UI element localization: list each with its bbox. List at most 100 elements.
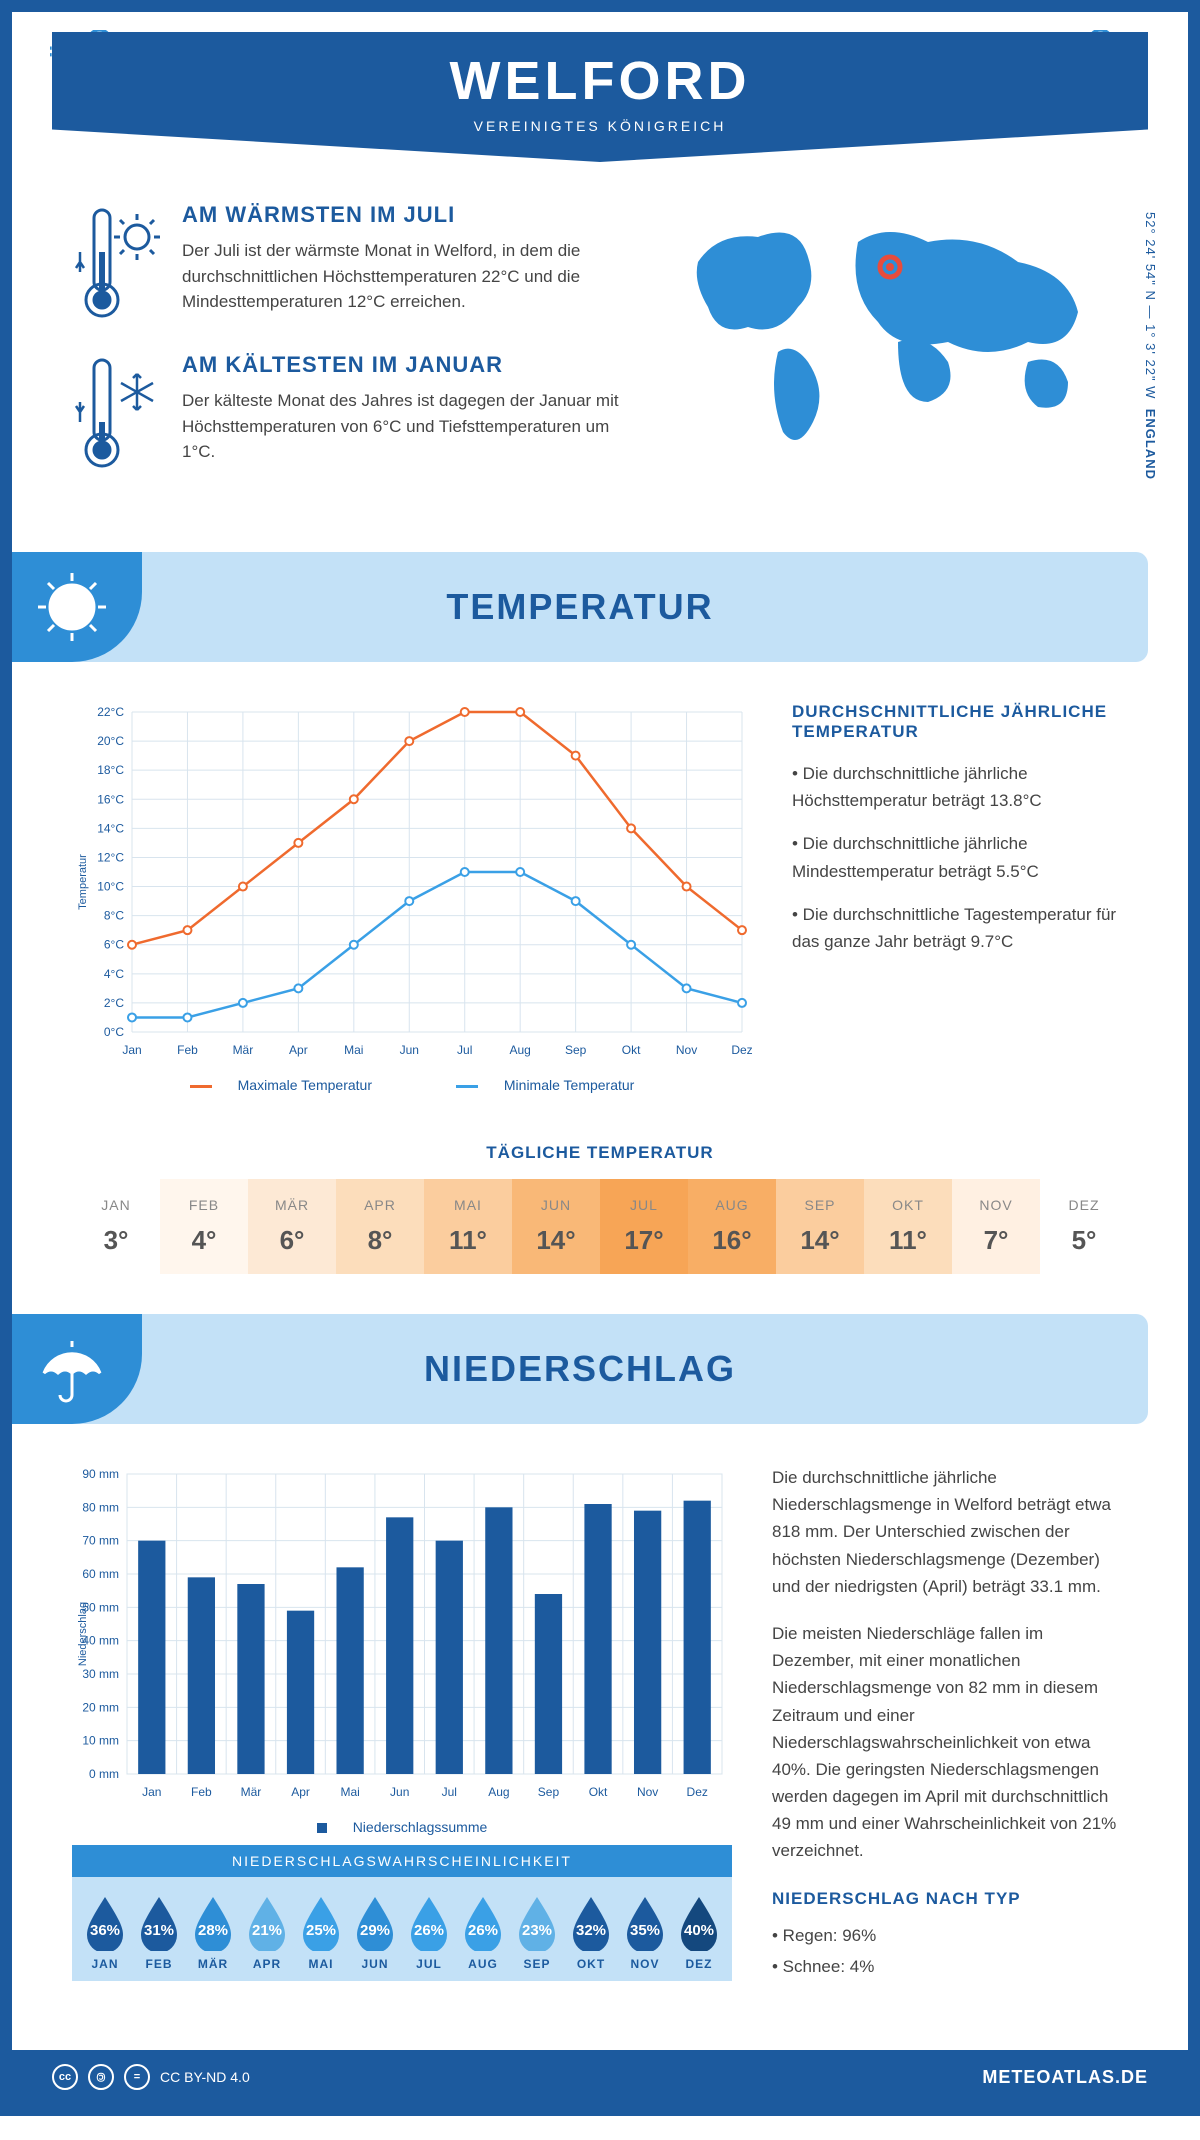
svg-text:Mai: Mai: [340, 1785, 359, 1799]
svg-text:Jul: Jul: [442, 1785, 457, 1799]
svg-text:18°C: 18°C: [97, 763, 124, 777]
daily-cell: FEB4°: [160, 1179, 248, 1274]
svg-text:31%: 31%: [144, 1922, 174, 1939]
svg-text:Okt: Okt: [589, 1785, 608, 1799]
svg-text:Nov: Nov: [676, 1043, 697, 1057]
precipitation-info: Die durchschnittliche jährliche Niedersc…: [772, 1464, 1128, 2000]
section-title-temperature: TEMPERATUR: [446, 586, 713, 628]
svg-text:Okt: Okt: [622, 1043, 641, 1057]
temperature-chart-svg: 0°C2°C4°C6°C8°C10°C12°C14°C16°C18°C20°C2…: [72, 702, 752, 1062]
precip-drop: 31% FEB: [135, 1893, 183, 1971]
svg-text:Sep: Sep: [538, 1785, 560, 1799]
section-title-precipitation: NIEDERSCHLAG: [424, 1348, 736, 1390]
temp-info-b2: • Die durchschnittliche jährliche Mindes…: [792, 830, 1128, 884]
temperature-chart: 0°C2°C4°C6°C8°C10°C12°C14°C16°C18°C20°C2…: [72, 702, 752, 1093]
fact-cold-title: AM KÄLTESTEN IM JANUAR: [182, 352, 628, 378]
svg-text:Dez: Dez: [731, 1043, 752, 1057]
svg-text:35%: 35%: [630, 1922, 660, 1939]
temperature-info: DURCHSCHNITTLICHE JÄHRLICHE TEMPERATUR •…: [792, 702, 1128, 1093]
thermometer-cold-icon: [72, 352, 162, 472]
svg-text:80 mm: 80 mm: [82, 1500, 119, 1514]
world-map-svg: [668, 202, 1128, 462]
daily-cell: JUN14°: [512, 1179, 600, 1274]
cc-icon: cc: [52, 2064, 78, 2090]
svg-text:25%: 25%: [306, 1922, 336, 1939]
svg-text:60 mm: 60 mm: [82, 1567, 119, 1581]
svg-text:10°C: 10°C: [97, 880, 124, 894]
daily-cell: AUG16°: [688, 1179, 776, 1274]
precip-t1: • Regen: 96%: [772, 1922, 1128, 1949]
svg-text:Niederschlag: Niederschlag: [77, 1602, 89, 1666]
daily-cell: NOV7°: [952, 1179, 1040, 1274]
world-map: 52° 24' 54" N — 1° 3' 22" W ENGLAND: [668, 202, 1128, 502]
svg-text:12°C: 12°C: [97, 850, 124, 864]
svg-text:0°C: 0°C: [104, 1025, 124, 1039]
footer-site: METEOATLAS.DE: [982, 2067, 1148, 2088]
section-band-precipitation: NIEDERSCHLAG: [12, 1314, 1148, 1424]
thermometer-hot-icon: [72, 202, 162, 322]
svg-text:Mai: Mai: [344, 1043, 363, 1057]
fact-warm-text: Der Juli ist der wärmste Monat in Welfor…: [182, 238, 628, 315]
precip-drop: 23% SEP: [513, 1893, 561, 1971]
temp-info-title: DURCHSCHNITTLICHE JÄHRLICHE TEMPERATUR: [792, 702, 1128, 742]
daily-cell: SEP14°: [776, 1179, 864, 1274]
temp-info-b1: • Die durchschnittliche jährliche Höchst…: [792, 760, 1128, 814]
daily-cell: APR8°: [336, 1179, 424, 1274]
svg-text:Feb: Feb: [177, 1043, 198, 1057]
svg-text:Aug: Aug: [510, 1043, 531, 1057]
svg-text:Apr: Apr: [291, 1785, 310, 1799]
daily-cell: MAI11°: [424, 1179, 512, 1274]
svg-text:6°C: 6°C: [104, 938, 124, 952]
precipitation-chart: 0 mm10 mm20 mm30 mm40 mm50 mm60 mm70 mm8…: [72, 1464, 732, 2000]
fact-cold-text: Der kälteste Monat des Jahres ist dagege…: [182, 388, 628, 465]
precip-p2: Die meisten Niederschläge fallen im Deze…: [772, 1620, 1128, 1865]
svg-text:Jun: Jun: [390, 1785, 409, 1799]
precip-drop: 26% JUL: [405, 1893, 453, 1971]
svg-text:36%: 36%: [90, 1922, 120, 1939]
svg-text:Jan: Jan: [142, 1785, 161, 1799]
precip-drop: 21% APR: [243, 1893, 291, 1971]
precip-drop: 40% DEZ: [675, 1893, 723, 1971]
precip-drop: 29% JUN: [351, 1893, 399, 1971]
page: WELFORD VEREINIGTES KÖNIGREICH AM WÄRMST…: [0, 0, 1200, 2116]
coordinates: 52° 24' 54" N — 1° 3' 22" W ENGLAND: [1143, 212, 1158, 480]
svg-text:4°C: 4°C: [104, 967, 124, 981]
header-band: WELFORD VEREINIGTES KÖNIGREICH: [52, 32, 1148, 162]
svg-text:Jul: Jul: [457, 1043, 472, 1057]
svg-text:Nov: Nov: [637, 1785, 658, 1799]
daily-cell: JAN3°: [72, 1179, 160, 1274]
svg-text:Jan: Jan: [122, 1043, 141, 1057]
svg-text:20°C: 20°C: [97, 734, 124, 748]
precip-drop: 32% OKT: [567, 1893, 615, 1971]
daily-temp-title: TÄGLICHE TEMPERATUR: [12, 1143, 1188, 1163]
daily-cell: OKT11°: [864, 1179, 952, 1274]
svg-text:26%: 26%: [468, 1922, 498, 1939]
svg-text:21%: 21%: [252, 1922, 282, 1939]
svg-text:23%: 23%: [522, 1922, 552, 1939]
svg-text:8°C: 8°C: [104, 909, 124, 923]
precip-prob-drops: 36% JAN 31% FEB 28% MÄR 21% APR 25% MAI …: [72, 1877, 732, 1981]
temp-info-b3: • Die durchschnittliche Tagestemperatur …: [792, 901, 1128, 955]
license-text: CC BY-ND 4.0: [160, 2069, 250, 2085]
svg-text:2°C: 2°C: [104, 996, 124, 1010]
section-band-temperature: TEMPERATUR: [12, 552, 1148, 662]
precip-drop: 35% NOV: [621, 1893, 669, 1971]
svg-text:0 mm: 0 mm: [89, 1767, 119, 1781]
precipitation-chart-svg: 0 mm10 mm20 mm30 mm40 mm50 mm60 mm70 mm8…: [72, 1464, 732, 1804]
svg-text:70 mm: 70 mm: [82, 1534, 119, 1548]
daily-cell: DEZ5°: [1040, 1179, 1128, 1274]
fact-warm: AM WÄRMSTEN IM JULI Der Juli ist der wär…: [72, 202, 628, 322]
precip-p1: Die durchschnittliche jährliche Niedersc…: [772, 1464, 1128, 1600]
sun-icon: [32, 567, 112, 647]
fact-warm-title: AM WÄRMSTEN IM JULI: [182, 202, 628, 228]
temperature-legend: Maximale Temperatur Minimale Temperatur: [72, 1077, 752, 1093]
precipitation-legend: Niederschlagssumme: [72, 1819, 732, 1835]
svg-text:22°C: 22°C: [97, 705, 124, 719]
svg-text:Dez: Dez: [687, 1785, 708, 1799]
svg-text:20 mm: 20 mm: [82, 1700, 119, 1714]
svg-text:32%: 32%: [576, 1922, 606, 1939]
svg-text:14°C: 14°C: [97, 821, 124, 835]
svg-text:10 mm: 10 mm: [82, 1734, 119, 1748]
daily-cell: JUL17°: [600, 1179, 688, 1274]
svg-text:Temperatur: Temperatur: [77, 854, 89, 910]
